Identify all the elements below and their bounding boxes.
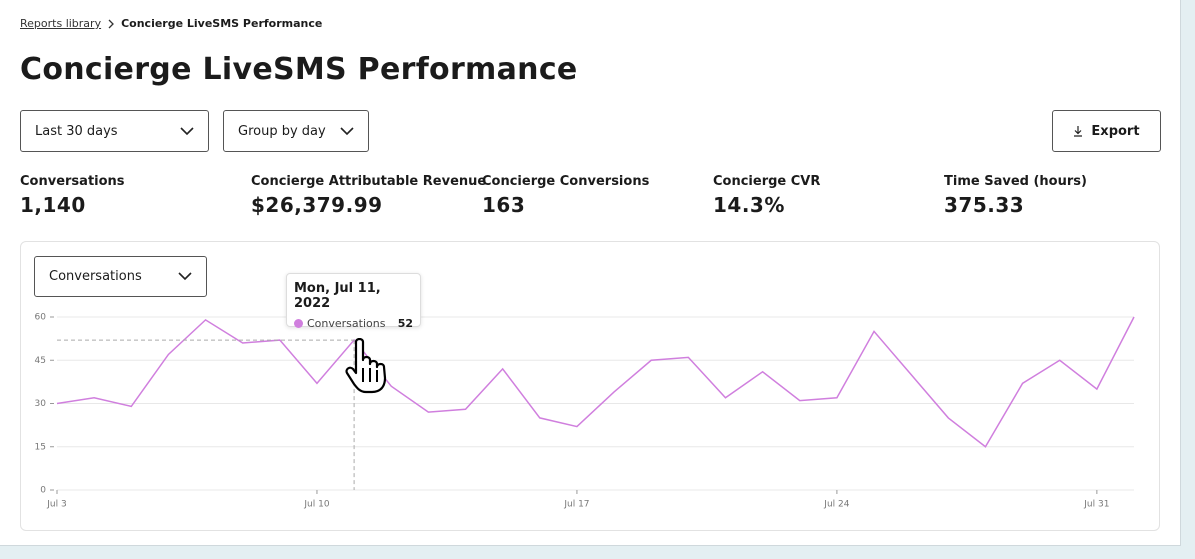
x-tick-label: Jul 17: [563, 500, 589, 510]
y-tick-label: 30: [35, 399, 47, 409]
y-tick-label: 60: [35, 313, 47, 323]
tooltip-value: 52: [397, 317, 413, 330]
x-tick-label: Jul 10: [303, 500, 329, 510]
breadcrumb: Reports library Concierge LiveSMS Perfor…: [20, 17, 322, 30]
metric: Concierge Attributable Revenue $26,379.99: [251, 174, 486, 217]
metric-value: 14.3%: [713, 193, 785, 217]
select-label: Last 30 days: [35, 123, 118, 139]
chevron-icon: [178, 272, 192, 281]
metric-value: 1,140: [20, 193, 86, 217]
metric: Concierge CVR 14.3%: [713, 174, 820, 217]
page-title: Concierge LiveSMS Performance: [20, 52, 578, 87]
metric-select[interactable]: Conversations: [34, 256, 207, 297]
x-tick-label: Jul 24: [823, 500, 849, 510]
tooltip-date: Mon, Jul 11, 2022: [294, 281, 381, 311]
metric-value: 163: [482, 193, 526, 217]
metric-label: Conversations: [20, 174, 125, 189]
metric-label: Concierge CVR: [713, 174, 821, 189]
tooltip-series: Conversations: [307, 317, 386, 330]
metric: Time Saved (hours) 375.33: [944, 174, 1087, 217]
select-label: Conversations: [49, 269, 142, 284]
metric-value: 375.33: [944, 193, 1025, 217]
y-tick-label: 15: [35, 442, 46, 452]
chevron-icon: [180, 126, 194, 135]
chevron-icon: [340, 126, 354, 135]
export-button[interactable]: Export: [1052, 110, 1161, 152]
legend-dot: [294, 319, 303, 328]
select-label: Group by day: [238, 123, 326, 139]
metric-label: Time Saved (hours): [944, 174, 1087, 189]
chevron-icon: [108, 19, 115, 28]
breadcrumb-link[interactable]: Reports library: [20, 17, 102, 30]
series-line: [56, 316, 1135, 448]
tooltip-row: Conversations 52: [294, 317, 413, 330]
hand-cursor: [345, 338, 387, 394]
metric: Concierge Conversions 163: [482, 174, 649, 217]
date-range-select[interactable]: Last 30 days: [20, 110, 209, 152]
group-by-select[interactable]: Group by day: [223, 110, 369, 152]
y-tick-label: 45: [35, 356, 46, 366]
y-tick-label: 0: [40, 486, 46, 496]
x-tick-label: Jul 3: [46, 500, 66, 510]
tooltip: Mon, Jul 11, 2022 Conversations 52: [286, 273, 421, 330]
chart-card: [20, 241, 1160, 531]
button-label: Export: [1091, 123, 1140, 139]
download-icon: [1074, 125, 1083, 137]
metric: Conversations 1,140: [20, 174, 125, 217]
metric-value: $26,379.99: [251, 193, 383, 217]
breadcrumb-current: Concierge LiveSMS Performance: [121, 17, 323, 30]
metric-label: Concierge Conversions: [482, 174, 650, 189]
x-tick-label: Jul 31: [1083, 500, 1109, 510]
chart: 0 15 30 45 60 Jul 3 Jul 10 Jul 17 Jul 24 Jul 31: [35, 313, 1135, 510]
report-panel: Reports library Concierge LiveSMS Perfor…: [0, 0, 1181, 546]
metric-label: Concierge Attributable Revenue: [251, 174, 487, 189]
